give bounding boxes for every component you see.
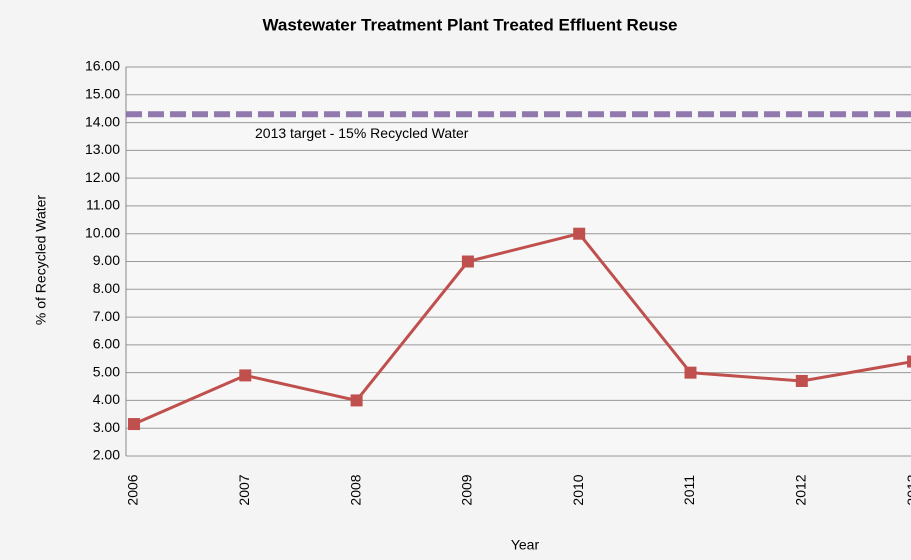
data-point [684, 366, 697, 379]
y-tick-label: 11.00 [86, 197, 120, 213]
data-point [350, 394, 363, 407]
y-tick-label: 9.00 [93, 252, 120, 268]
data-point [461, 255, 474, 268]
data-point [907, 355, 911, 368]
y-tick-label: 8.00 [93, 280, 120, 296]
x-tick-label: 2009 [459, 474, 475, 505]
y-tick-label: 15.00 [85, 85, 120, 101]
y-tick-label: 2.00 [93, 447, 120, 463]
y-axis-title: % of Recycled Water [33, 195, 49, 326]
y-tick-label: 10.00 [85, 224, 120, 240]
y-tick-label: 5.00 [93, 363, 120, 379]
y-tick-label: 16.00 [85, 58, 120, 74]
chart-title: Wastewater Treatment Plant Treated Efflu… [262, 15, 677, 34]
data-point [573, 227, 586, 240]
x-axis-title: Year [511, 537, 540, 553]
x-tick-label: 2007 [236, 474, 252, 505]
y-tick-label: 4.00 [93, 391, 120, 407]
x-tick-label: 2006 [125, 474, 141, 505]
y-tick-label: 12.00 [85, 169, 120, 185]
y-tick-label: 13.00 [85, 141, 120, 157]
y-tick-label: 3.00 [93, 419, 120, 435]
data-point [239, 369, 252, 382]
x-tick-label: 2010 [570, 474, 586, 505]
x-tick-label: 2012 [793, 474, 809, 505]
target-label: 2013 target - 15% Recycled Water [255, 125, 469, 141]
x-tick-label: 2011 [681, 475, 697, 505]
y-tick-label: 7.00 [93, 308, 120, 324]
y-tick-label: 6.00 [93, 336, 120, 352]
series-line [133, 232, 911, 426]
x-tick-label: 2013 [904, 474, 911, 505]
y-tick-label: 14.00 [85, 113, 120, 129]
data-point [128, 418, 140, 431]
x-tick-label: 2008 [347, 474, 363, 505]
data-point [795, 374, 808, 387]
